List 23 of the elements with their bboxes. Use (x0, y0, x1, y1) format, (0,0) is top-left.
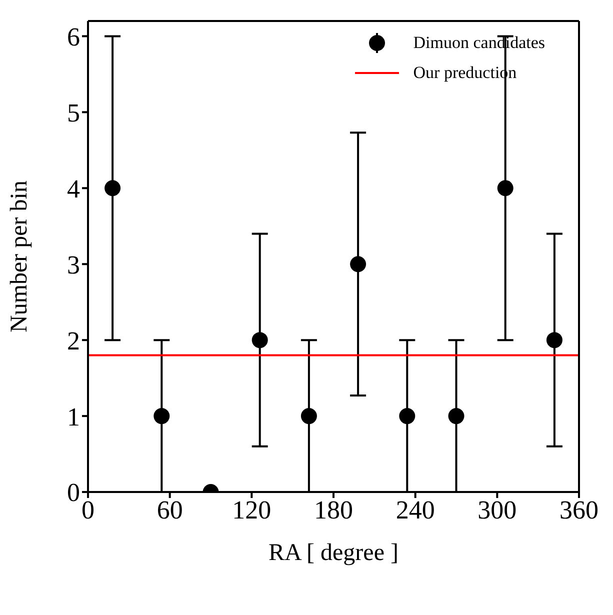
y-tick-label: 1 (67, 402, 80, 432)
y-tick-label: 4 (67, 174, 80, 204)
point (350, 256, 366, 272)
point (546, 332, 562, 348)
x-tick-label: 360 (560, 495, 598, 524)
y-tick-label: 3 (67, 250, 80, 280)
point (497, 180, 514, 196)
x-tick-label: 300 (478, 495, 517, 524)
x-tick-label: 120 (232, 495, 272, 524)
y-tick-label: 6 (67, 22, 80, 52)
x-tick-label: 60 (156, 495, 183, 524)
point (104, 180, 121, 196)
y-axis-title: Number per bin (6, 180, 33, 332)
y-tick-label: 2 (67, 326, 80, 356)
point (154, 408, 170, 424)
point (300, 408, 317, 424)
x-tick-label: 180 (314, 495, 353, 524)
point (448, 408, 464, 424)
x-tick-label: 240 (396, 495, 435, 524)
point (252, 332, 268, 348)
point (399, 408, 416, 424)
x-axis-title: RA [ degree ] (268, 540, 398, 566)
y-tick-label: 5 (67, 98, 80, 128)
